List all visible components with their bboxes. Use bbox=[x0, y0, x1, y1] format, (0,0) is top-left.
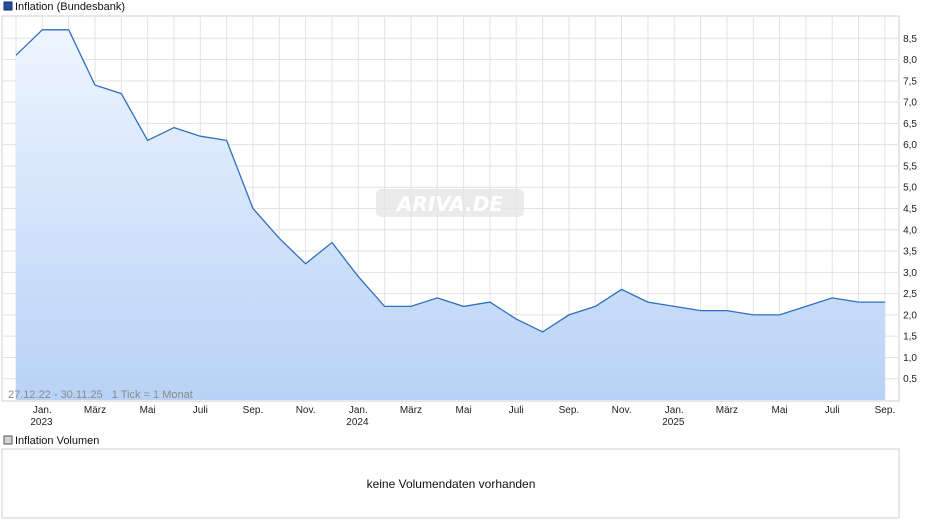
y-tick-label: 5,5 bbox=[903, 161, 917, 172]
legend-swatch bbox=[3, 1, 13, 11]
x-tick-label: Mai bbox=[456, 405, 472, 416]
x-tick-label: Mai bbox=[772, 405, 788, 416]
y-tick-label: 7,5 bbox=[903, 76, 917, 87]
volume-legend-swatch bbox=[3, 435, 13, 445]
x-tick-label: Jan. bbox=[33, 405, 52, 416]
x-tick-year-label: 2023 bbox=[30, 417, 53, 428]
y-tick-label: 8,5 bbox=[903, 34, 917, 45]
watermark: ARIVA.DE bbox=[376, 189, 524, 217]
y-tick-label: 5,0 bbox=[903, 183, 917, 194]
x-tick-label: März bbox=[84, 405, 106, 416]
y-axis: 0,5 1,0 1,5 2,0 2,5 3,0 3,5 4,0 4,5 5,0 5,5 6,0 6,5 7… bbox=[903, 34, 917, 385]
x-tick-year-label: 2025 bbox=[662, 417, 685, 428]
inflation-area bbox=[16, 29, 885, 401]
volume-empty-message: keine Volumendaten vorhanden bbox=[367, 477, 536, 491]
x-tick-label: Jan. bbox=[349, 405, 368, 416]
watermark-text: ARIVA.DE bbox=[395, 192, 503, 216]
x-tick-year-label: 2024 bbox=[346, 417, 369, 428]
y-tick-label: 3,0 bbox=[903, 268, 917, 279]
y-tick-label: 6,5 bbox=[903, 119, 917, 130]
y-tick-label: 8,0 bbox=[903, 55, 917, 66]
range-note: 27.12.22 - 30.11.25 1 Tick = 1 Monat bbox=[8, 389, 193, 401]
x-tick-label: Jan. bbox=[665, 405, 684, 416]
x-tick-label: Nov. bbox=[296, 405, 316, 416]
inflation-line bbox=[15, 29, 885, 333]
y-tick-label: 1,5 bbox=[903, 332, 917, 343]
y-tick-label: 6,0 bbox=[903, 140, 917, 151]
x-tick-label: Sep. bbox=[243, 405, 264, 416]
x-tick-label: März bbox=[716, 405, 738, 416]
volume-panel bbox=[1, 448, 900, 519]
x-tick-label: Sep. bbox=[875, 405, 896, 416]
y-tick-label: 0,5 bbox=[903, 374, 917, 385]
y-tick-label: 3,5 bbox=[903, 247, 917, 258]
x-tick-label: Sep. bbox=[559, 405, 580, 416]
y-tick-label: 2,5 bbox=[903, 289, 917, 300]
x-tick-label: Mai bbox=[140, 405, 156, 416]
y-tick-label: 4,5 bbox=[903, 204, 917, 215]
x-tick-label: Juli bbox=[193, 405, 208, 416]
y-tick-label: 4,0 bbox=[903, 225, 917, 236]
y-tick-label: 1,0 bbox=[903, 353, 917, 364]
y-tick-label: 2,0 bbox=[903, 310, 917, 321]
x-tick-label: Juli bbox=[825, 405, 840, 416]
y-tick-label: 7,0 bbox=[903, 98, 917, 109]
volume-legend-label: Inflation Volumen bbox=[15, 435, 99, 447]
x-tick-label: Juli bbox=[509, 405, 524, 416]
x-tick-label: März bbox=[400, 405, 422, 416]
x-tick-label: Nov. bbox=[612, 405, 632, 416]
legend-label: Inflation (Bundesbank) bbox=[15, 1, 125, 13]
